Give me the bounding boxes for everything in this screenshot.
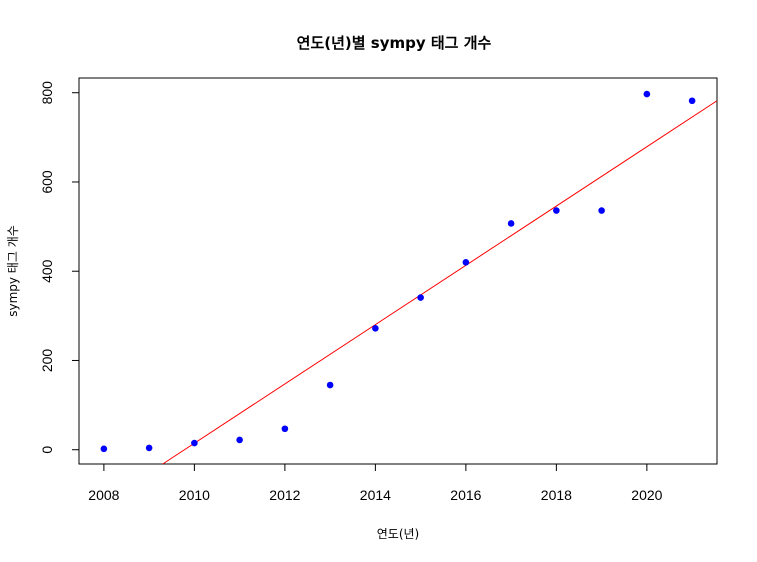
x-tick-label: 2018 <box>541 487 572 503</box>
y-axis-label: sympy 태그 개수 <box>6 225 20 317</box>
x-tick-label: 2010 <box>179 487 210 503</box>
data-point <box>326 381 334 389</box>
x-axis-label: 연도(년) <box>377 527 419 541</box>
x-axis: 2008 2010 2012 2014 2016 2018 2020 <box>88 463 663 503</box>
data-point <box>100 445 108 453</box>
data-point <box>688 97 696 105</box>
data-point <box>462 258 470 266</box>
data-points <box>100 90 696 453</box>
data-point <box>236 436 243 444</box>
trend-line <box>162 100 718 465</box>
data-point <box>372 325 379 332</box>
x-tick-label: 2012 <box>269 487 300 503</box>
y-tick-label: 800 <box>39 81 55 105</box>
data-point <box>553 207 560 214</box>
data-point <box>598 207 605 214</box>
y-tick-label: 0 <box>39 446 55 454</box>
data-point <box>417 294 424 301</box>
plot-frame <box>78 77 718 465</box>
data-point <box>643 90 651 98</box>
x-tick-label: 2020 <box>631 487 662 503</box>
data-point <box>145 444 153 452</box>
x-tick-label: 2008 <box>88 487 119 503</box>
data-point <box>191 439 198 447</box>
x-tick-label: 2016 <box>450 487 481 503</box>
x-tick-label: 2014 <box>360 487 391 503</box>
data-point <box>507 220 515 227</box>
y-tick-label: 600 <box>39 170 55 194</box>
y-tick-label: 200 <box>39 349 55 373</box>
y-axis: 0 200 400 600 800 <box>39 81 80 454</box>
data-point <box>281 425 289 433</box>
y-tick-label: 400 <box>39 259 55 283</box>
chart-title: 연도(년)별 sympy 태그 개수 <box>297 34 492 52</box>
